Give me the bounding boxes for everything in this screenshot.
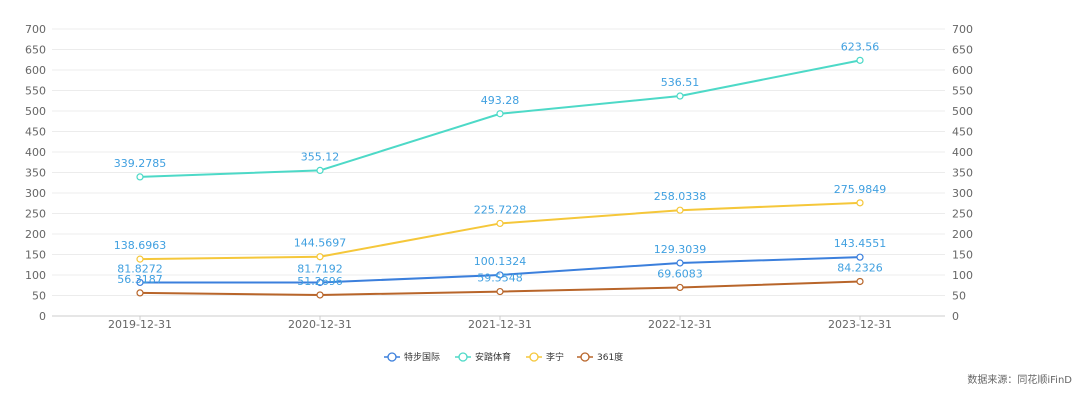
y-tick-label-right: 150 (952, 249, 973, 262)
data-point[interactable] (856, 56, 864, 64)
data-point[interactable] (676, 259, 684, 267)
data-point[interactable] (496, 110, 504, 118)
y-tick-label-left: 250 (25, 208, 46, 221)
data-point[interactable] (676, 283, 684, 292)
y-tick-label-left: 100 (25, 269, 46, 282)
y-axis-left: 0 50 100 150 200 250 300 350 400 450 500 550 600 650 7… (25, 23, 46, 323)
data-label: 129.3039 (654, 243, 707, 256)
data-label: 84.2326 (837, 261, 883, 274)
y-tick-label-right: 600 (952, 64, 973, 77)
y-tick-label-left: 200 (25, 228, 46, 241)
data-label: 69.6083 (657, 267, 703, 280)
data-point[interactable] (136, 278, 144, 287)
data-label: 100.1324 (474, 255, 527, 268)
x-tick-label: 2020-12-31 (288, 318, 352, 331)
y-tick-label-right: 200 (952, 228, 973, 241)
data-point[interactable] (676, 92, 684, 100)
data-point[interactable] (856, 253, 864, 261)
source-note: 数据来源：同花顺iFinD (967, 373, 1072, 386)
data-label: 258.0338 (654, 190, 707, 203)
data-point[interactable] (856, 199, 864, 207)
data-point[interactable] (136, 255, 144, 263)
y-tick-label-left: 600 (25, 64, 46, 77)
y-tick-label-right: 350 (952, 167, 973, 180)
legend-label: 李宁 (546, 351, 564, 363)
legend-item[interactable]: 安踏体育 (455, 351, 511, 363)
data-label: 144.5697 (294, 237, 347, 250)
y-tick-label-left: 700 (25, 23, 46, 36)
y-tick-label-left: 500 (25, 105, 46, 118)
legend-label: 特步国际 (404, 351, 440, 363)
y-tick-label-left: 350 (25, 167, 46, 180)
legend-item[interactable]: 特步国际 (384, 351, 440, 363)
grid-lines (52, 28, 945, 317)
y-tick-label-right: 550 (952, 85, 973, 98)
legend-marker (580, 352, 590, 362)
legend-item[interactable]: 李宁 (526, 351, 564, 363)
y-tick-label-left: 550 (25, 85, 46, 98)
y-tick-label-right: 50 (952, 290, 966, 303)
data-label: 355.12 (301, 150, 340, 163)
data-point[interactable] (496, 271, 504, 279)
data-label: 81.8272 (117, 262, 163, 275)
data-label: 275.9849 (834, 183, 887, 196)
y-tick-label-right: 400 (952, 146, 973, 159)
data-labels: 81.8272 81.7192 100.1324 129.3039 143.4551 33… (114, 40, 887, 288)
data-point[interactable] (136, 173, 144, 181)
y-tick-label-right: 500 (952, 105, 973, 118)
x-tick-label: 2022-12-31 (648, 318, 712, 331)
legend-marker (529, 352, 539, 362)
y-tick-label-left: 50 (32, 290, 46, 303)
data-point[interactable] (316, 291, 324, 299)
legend[interactable]: 特步国际 安踏体育 李宁 361度 (384, 351, 623, 363)
x-tick-label: 2021-12-31 (468, 318, 532, 331)
y-tick-label-left: 400 (25, 146, 46, 159)
data-label: 493.28 (481, 94, 520, 107)
data-point[interactable] (316, 253, 324, 261)
y-tick-label-right: 100 (952, 269, 973, 282)
legend-label: 安踏体育 (475, 351, 511, 363)
data-label: 225.7228 (474, 203, 527, 216)
data-point[interactable] (676, 206, 684, 214)
legend-label: 361度 (597, 351, 623, 363)
legend-marker (458, 352, 468, 362)
data-label: 138.6963 (114, 239, 167, 252)
data-point[interactable] (136, 289, 144, 297)
y-tick-label-left: 300 (25, 187, 46, 200)
y-tick-label-left: 650 (25, 44, 46, 57)
data-point[interactable] (316, 278, 324, 287)
data-label: 339.2785 (114, 157, 167, 170)
x-tick-label: 2023-12-31 (828, 318, 892, 331)
x-tick-label: 2019-12-31 (108, 318, 172, 331)
y-axis-right: 0 50 100 150 200 250 300 350 400 450 500 550 600 650 7… (952, 23, 973, 323)
data-label: 81.7192 (297, 262, 343, 275)
data-point[interactable] (856, 277, 864, 286)
y-tick-label-left: 450 (25, 126, 46, 139)
data-point[interactable] (496, 287, 504, 296)
data-point[interactable] (496, 219, 504, 228)
y-tick-label-right: 250 (952, 208, 973, 221)
y-tick-label-left: 150 (25, 249, 46, 262)
data-label: 56.3187 (117, 273, 163, 286)
y-tick-label-right: 700 (952, 23, 973, 36)
legend-marker (387, 352, 397, 362)
y-tick-label-right: 450 (952, 126, 973, 139)
y-tick-label-left: 0 (39, 310, 46, 323)
data-label: 536.51 (661, 76, 700, 89)
data-label: 623.56 (841, 40, 880, 53)
y-tick-label-right: 300 (952, 187, 973, 200)
data-label: 59.5548 (477, 272, 523, 285)
data-point[interactable] (316, 166, 324, 175)
data-label: 143.4551 (834, 237, 887, 250)
y-tick-label-right: 650 (952, 44, 973, 57)
x-axis: 2019-12-31 2020-12-31 2021-12-31 2022-12-31… (108, 316, 892, 331)
y-tick-label-right: 0 (952, 310, 959, 323)
data-label: 51.2696 (297, 275, 343, 288)
series-line (139, 59, 861, 178)
series-group (136, 56, 864, 299)
legend-item[interactable]: 361度 (577, 351, 623, 363)
